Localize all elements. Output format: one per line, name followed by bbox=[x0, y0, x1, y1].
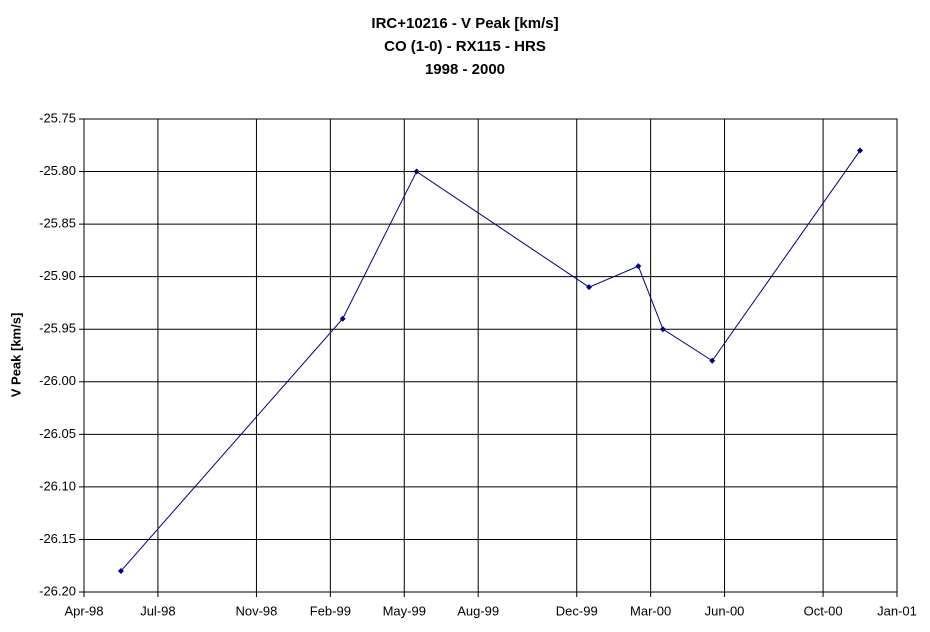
chart-title: IRC+10216 - V Peak [km/s] bbox=[371, 15, 558, 32]
y-tick-label: -25.75 bbox=[39, 110, 76, 125]
x-tick-label: Oct-00 bbox=[804, 603, 843, 618]
plot-area bbox=[83, 118, 898, 593]
x-tick-label: Apr-98 bbox=[64, 603, 103, 618]
data-point bbox=[117, 567, 124, 574]
x-tick-label: Aug-99 bbox=[457, 603, 499, 618]
x-tick-label: Jan-01 bbox=[877, 603, 917, 618]
y-tick-label: -25.85 bbox=[39, 216, 76, 231]
data-point bbox=[339, 315, 346, 322]
data-point bbox=[635, 263, 642, 270]
y-tick-label: -25.95 bbox=[39, 321, 76, 336]
x-tick-label: Feb-99 bbox=[310, 603, 351, 618]
y-tick-label: -26.20 bbox=[39, 583, 76, 598]
chart-subtitle: 1998 - 2000 bbox=[425, 61, 505, 78]
y-tick-label: -26.15 bbox=[39, 531, 76, 546]
chart-subtitle: CO (1-0) - RX115 - HRS bbox=[384, 38, 546, 55]
y-tick-label: -25.90 bbox=[39, 268, 76, 283]
data-point bbox=[857, 147, 864, 154]
x-tick-label: Jul-98 bbox=[140, 603, 175, 618]
x-tick-label: Jun-00 bbox=[705, 603, 745, 618]
data-point bbox=[413, 168, 420, 175]
x-tick-label: Nov-98 bbox=[235, 603, 277, 618]
x-tick-label: Dec-99 bbox=[556, 603, 598, 618]
y-tick-label: -26.10 bbox=[39, 478, 76, 493]
y-axis-label: V Peak [km/s] bbox=[8, 313, 23, 398]
data-point bbox=[586, 284, 593, 291]
y-tick-label: -25.80 bbox=[39, 163, 76, 178]
x-tick-label: Mar-00 bbox=[630, 603, 671, 618]
data-point bbox=[709, 357, 716, 364]
y-tick-label: -26.00 bbox=[39, 373, 76, 388]
y-tick-label: -26.05 bbox=[39, 426, 76, 441]
data-point bbox=[659, 326, 666, 333]
x-tick-label: May-99 bbox=[383, 603, 426, 618]
data-line bbox=[120, 150, 861, 572]
